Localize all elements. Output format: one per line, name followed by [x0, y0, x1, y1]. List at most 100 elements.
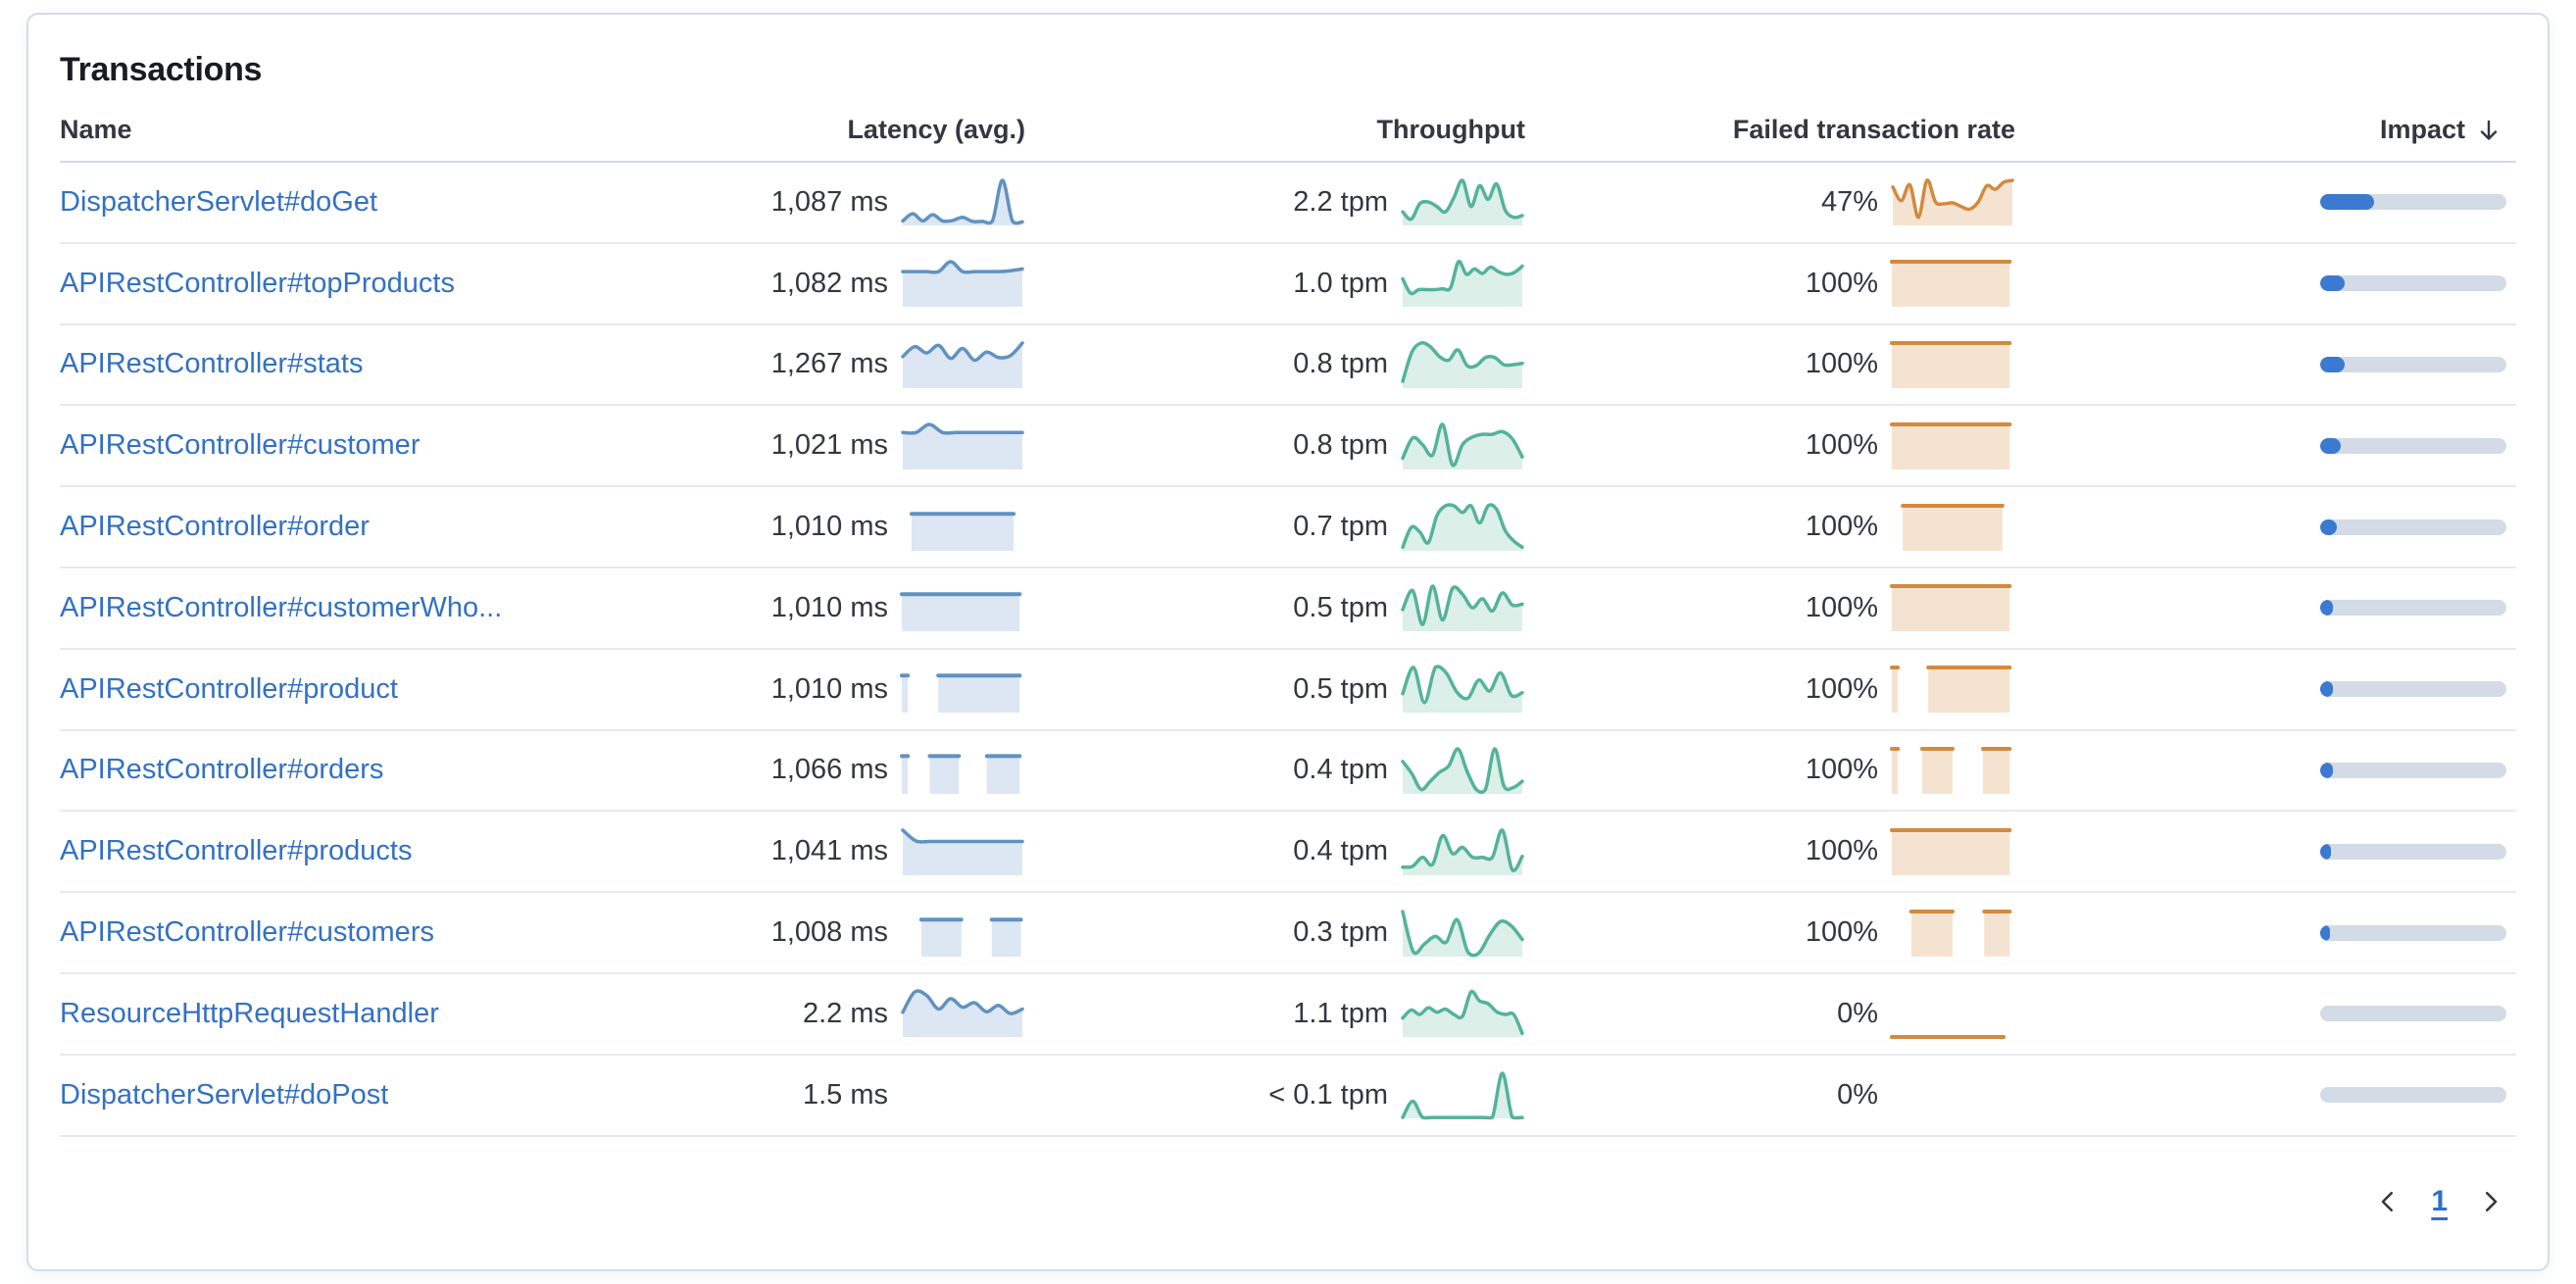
page-number-1[interactable]: 1 — [2431, 1184, 2448, 1217]
impact-cell — [2015, 194, 2516, 211]
impact-bar-track — [2320, 519, 2506, 535]
transaction-name-cell: APIRestController#products — [60, 835, 687, 867]
table-row: APIRestController#orders 1,066 ms 0.4 tp… — [60, 731, 2516, 813]
failed-rate-value: 100% — [1805, 835, 1878, 867]
column-header-latency[interactable]: Latency (avg.) — [847, 115, 1025, 144]
latency-cell: 1,021 ms — [687, 419, 1025, 473]
latency-value: 2.2 ms — [802, 997, 888, 1029]
impact-cell — [2015, 356, 2516, 372]
transaction-link[interactable]: APIRestController#orders — [60, 754, 384, 786]
impact-bar-track — [2320, 762, 2506, 778]
transaction-name-cell: APIRestController#stats — [60, 348, 687, 380]
table-header: Name Latency (avg.) Throughput Failed tr… — [60, 91, 2516, 163]
latency-value: 1.5 ms — [802, 1078, 888, 1111]
throughput-value: 0.4 tpm — [1293, 835, 1388, 867]
throughput-value: 0.4 tpm — [1293, 754, 1388, 786]
latency-cell: 1,008 ms — [687, 906, 1025, 961]
impact-bar-fill — [2320, 275, 2345, 292]
throughput-sparkline — [1401, 178, 1524, 226]
throughput-value: 0.5 tpm — [1293, 591, 1388, 623]
transaction-name-cell: APIRestController#orders — [60, 754, 687, 786]
failed-rate-cell: 100% — [1525, 419, 2015, 473]
failed-rate-value: 100% — [1805, 267, 1878, 299]
failed-rate-cell: 100% — [1525, 662, 2015, 716]
column-header-failed-rate[interactable]: Failed transaction rate — [1732, 115, 2015, 144]
latency-sparkline — [900, 1067, 1025, 1122]
latency-sparkline — [901, 260, 1024, 308]
transaction-link[interactable]: APIRestController#stats — [60, 348, 364, 380]
throughput-cell: < 0.1 tpm — [1025, 1067, 1525, 1122]
pagination: 1 — [60, 1172, 2516, 1231]
table-row: APIRestController#topProducts 1,082 ms 1… — [60, 244, 2516, 325]
failed-rate-value: 0% — [1837, 1078, 1878, 1111]
table-row: ResourceHttpRequestHandler 2.2 ms 1.1 tp… — [60, 974, 2516, 1056]
impact-bar-fill — [2320, 843, 2332, 860]
transaction-link[interactable]: APIRestController#products — [60, 835, 413, 867]
throughput-cell: 0.5 tpm — [1025, 662, 1525, 716]
throughput-cell: 0.7 tpm — [1025, 500, 1525, 555]
latency-value: 1,267 ms — [770, 348, 888, 380]
transaction-link[interactable]: APIRestController#customer — [60, 429, 421, 462]
throughput-value: 0.5 tpm — [1293, 672, 1388, 705]
throughput-value: 0.7 tpm — [1293, 511, 1388, 543]
failed-rate-sparkline — [1890, 260, 2012, 308]
next-page-button[interactable] — [2473, 1184, 2508, 1219]
throughput-cell: 0.8 tpm — [1025, 419, 1525, 473]
throughput-sparkline — [1401, 422, 1524, 469]
transaction-link[interactable]: DispatcherServlet#doPost — [60, 1078, 389, 1111]
latency-sparkline — [901, 178, 1024, 226]
latency-cell: 1,010 ms — [687, 580, 1025, 635]
failed-rate-sparkline — [1890, 340, 2012, 388]
transaction-link[interactable]: APIRestController#product — [60, 672, 398, 705]
failed-rate-sparkline — [1890, 666, 2012, 714]
impact-bar-track — [2320, 437, 2506, 454]
latency-value: 1,087 ms — [770, 185, 888, 218]
column-header-impact[interactable]: Impact — [2015, 115, 2516, 145]
latency-cell: 1,087 ms — [687, 174, 1025, 229]
latency-value: 1,041 ms — [770, 835, 888, 867]
previous-page-button[interactable] — [2370, 1184, 2405, 1219]
latency-sparkline — [901, 828, 1024, 875]
transaction-name-cell: DispatcherServlet#doGet — [60, 186, 687, 219]
transaction-link[interactable]: APIRestController#customerWho... — [60, 591, 503, 623]
transaction-link[interactable]: APIRestController#customers — [60, 916, 434, 949]
impact-cell — [2015, 762, 2516, 778]
failed-rate-sparkline — [1890, 421, 2012, 469]
transaction-link[interactable]: DispatcherServlet#doGet — [60, 185, 377, 218]
failed-rate-cell: 0% — [1525, 1067, 2015, 1122]
transaction-name-cell: APIRestController#topProducts — [60, 268, 687, 300]
column-header-throughput[interactable]: Throughput — [1376, 115, 1525, 144]
impact-cell — [2015, 843, 2516, 860]
failed-rate-cell: 47% — [1525, 174, 2015, 229]
latency-cell: 1,267 ms — [687, 337, 1025, 392]
impact-bar-track — [2320, 924, 2506, 941]
transaction-name-cell: APIRestController#order — [60, 511, 687, 543]
failed-rate-sparkline — [1908, 909, 2012, 957]
throughput-sparkline — [1401, 909, 1524, 957]
failed-rate-cell: 100% — [1525, 743, 2015, 798]
transaction-link[interactable]: APIRestController#order — [60, 511, 370, 543]
impact-cell — [2015, 1087, 2516, 1104]
impact-cell — [2015, 681, 2516, 698]
latency-sparkline — [901, 422, 1024, 469]
throughput-sparkline — [1401, 502, 1524, 551]
failed-rate-value: 100% — [1805, 511, 1878, 543]
failed-rate-sparkline — [1890, 584, 2012, 632]
throughput-value: 1.0 tpm — [1293, 267, 1388, 299]
transactions-panel: Transactions Name Latency (avg.) Through… — [26, 13, 2550, 1271]
chevron-left-icon — [2382, 1191, 2394, 1211]
failed-rate-cell: 100% — [1525, 580, 2015, 635]
transaction-link[interactable]: APIRestController#topProducts — [60, 267, 455, 299]
column-header-impact-label: Impact — [2379, 115, 2465, 144]
sort-descending-icon — [2480, 120, 2498, 140]
impact-bar-track — [2320, 681, 2506, 698]
table-body: DispatcherServlet#doGet 1,087 ms 2.2 tpm… — [60, 163, 2516, 1137]
table-row: APIRestController#products 1,041 ms 0.4 … — [60, 812, 2516, 894]
transaction-name-cell: APIRestController#customer — [60, 429, 687, 462]
transaction-link[interactable]: ResourceHttpRequestHandler — [60, 997, 439, 1029]
impact-bar-track — [2320, 600, 2506, 617]
throughput-value: 1.1 tpm — [1293, 997, 1388, 1029]
column-header-name[interactable]: Name — [60, 115, 132, 144]
impact-bar-track — [2320, 275, 2506, 292]
latency-sparkline — [901, 989, 1024, 1038]
